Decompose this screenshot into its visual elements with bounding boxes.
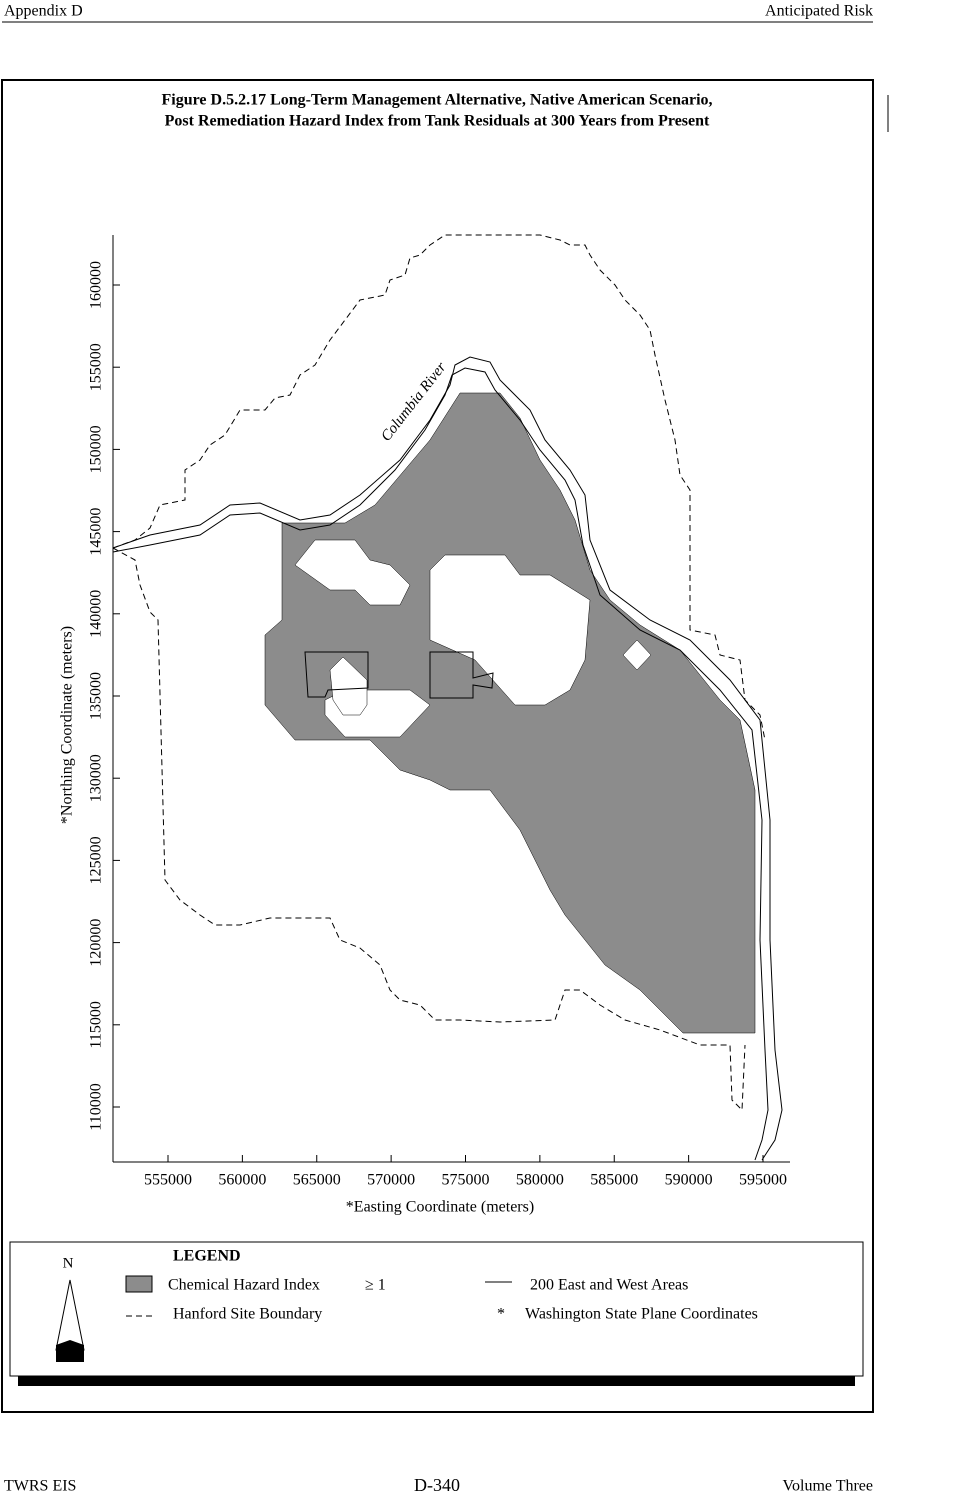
legend-label: Hanford Site Boundary [173, 1306, 322, 1323]
y-tick-label: 150000 [88, 425, 105, 473]
hazard-gap [429, 554, 591, 706]
hazard-gap [294, 539, 411, 606]
y-tick-label: 135000 [88, 672, 105, 720]
map: Columbia River [112, 234, 783, 1161]
y-axis-label: *Northing Coordinate (meters) [59, 626, 76, 824]
legend-box [9, 1241, 864, 1377]
hazard-gap [622, 639, 652, 671]
y-tick-label: 120000 [88, 919, 105, 967]
legend-title: LEGEND [173, 1248, 241, 1265]
y-tick-label: 125000 [88, 836, 105, 884]
hazard-area [264, 392, 756, 1034]
x-tick-label: 560000 [218, 1172, 266, 1189]
y-tick-label: 160000 [88, 261, 105, 309]
200-east-area [429, 651, 494, 699]
x-tick-label: 595000 [739, 1172, 787, 1189]
legend-label: Washington State Plane Coordinates [525, 1306, 758, 1323]
header-right: Anticipated Risk [765, 3, 873, 20]
legend-swatch [125, 1275, 153, 1293]
x-tick-label: 585000 [590, 1172, 638, 1189]
x-tick-label: 565000 [293, 1172, 341, 1189]
x-tick-label: 590000 [665, 1172, 713, 1189]
x-axis-label: *Easting Coordinate (meters) [346, 1199, 534, 1216]
river-bank [112, 356, 783, 1161]
river-bank [112, 367, 769, 1161]
legend-label: 200 East and West Areas [530, 1277, 688, 1294]
hazard-gap [329, 656, 368, 716]
y-tick-label: 115000 [88, 1001, 105, 1048]
figure-title: Post Remediation Hazard Index from Tank … [165, 113, 710, 130]
site-boundary [112, 234, 766, 741]
north-label: N [63, 1255, 74, 1271]
x-tick-label: 570000 [367, 1172, 415, 1189]
legend-threshold: ≥ 1 [365, 1277, 386, 1294]
x-tick-label: 575000 [442, 1172, 490, 1189]
figure-title: Figure D.5.2.17 Long-Term Management Alt… [161, 92, 712, 109]
legend-label: Chemical Hazard Index [168, 1277, 320, 1294]
footer-right: Volume Three [783, 1478, 874, 1495]
y-tick-label: 140000 [88, 590, 105, 638]
y-tick-label: 145000 [88, 508, 105, 556]
footer-left: TWRS EIS [4, 1478, 76, 1495]
200-west-area [304, 651, 369, 698]
x-tick-label: 580000 [516, 1172, 564, 1189]
x-tick-label: 555000 [144, 1172, 192, 1189]
site-boundary [112, 547, 746, 1112]
figure-frame [1, 79, 874, 1413]
y-tick-label: 155000 [88, 343, 105, 391]
header-left: Appendix D [4, 3, 83, 20]
y-tick-label: 130000 [88, 754, 105, 802]
legend-star: * [497, 1306, 505, 1323]
footer-center: D-340 [414, 1475, 460, 1495]
y-tick-label: 110000 [88, 1083, 105, 1130]
north-arrow-base [56, 1340, 84, 1362]
